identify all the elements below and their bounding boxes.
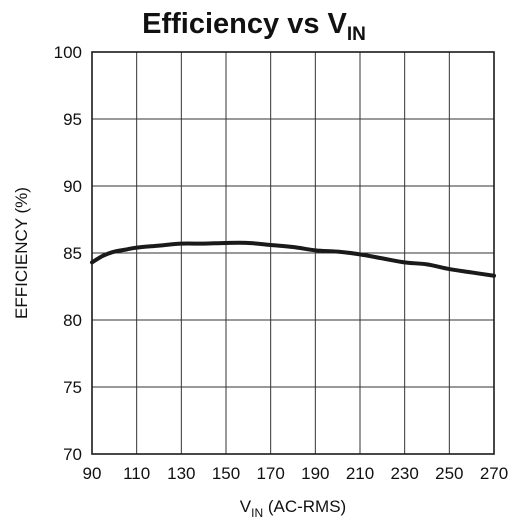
x-axis-label-main: V [240, 497, 252, 516]
x-tick-label-130: 130 [167, 464, 195, 483]
x-axis-label-subscript: IN [251, 506, 263, 520]
x-tick-label-250: 250 [435, 464, 463, 483]
chart-title-main: Efficiency vs V [142, 8, 347, 40]
y-tick-label-85: 85 [63, 244, 82, 263]
x-tick-label-230: 230 [390, 464, 418, 483]
x-axis-label-rest: (AC-RMS) [263, 497, 346, 516]
y-tick-labels: 70 75 80 85 90 95 100 [54, 43, 82, 464]
x-tick-label-170: 170 [256, 464, 284, 483]
grid-lines [92, 52, 494, 454]
x-tick-labels: 90 110 130 150 170 190 210 230 250 270 [83, 464, 509, 483]
y-tick-label-90: 90 [63, 177, 82, 196]
y-tick-label-80: 80 [63, 311, 82, 330]
x-tick-label-150: 150 [212, 464, 240, 483]
x-tick-label-190: 190 [301, 464, 329, 483]
chart-title: Efficiency vs VIN [142, 8, 366, 45]
x-tick-label-210: 210 [346, 464, 374, 483]
y-tick-label-100: 100 [54, 43, 82, 62]
y-tick-label-70: 70 [63, 445, 82, 464]
chart-title-subscript: IN [347, 24, 366, 45]
x-tick-label-110: 110 [123, 464, 150, 483]
series-layer [90, 240, 496, 278]
y-tick-label-95: 95 [63, 110, 82, 129]
y-tick-label-75: 75 [63, 378, 82, 397]
plot-frame [91, 51, 495, 455]
series-line-0 [90, 240, 496, 278]
x-tick-label-270: 270 [480, 464, 508, 483]
y-axis-label: EFFICIENCY (%) [12, 187, 31, 319]
x-axis-label: VIN (AC-RMS) [240, 497, 346, 520]
x-tick-label-90: 90 [83, 464, 102, 483]
